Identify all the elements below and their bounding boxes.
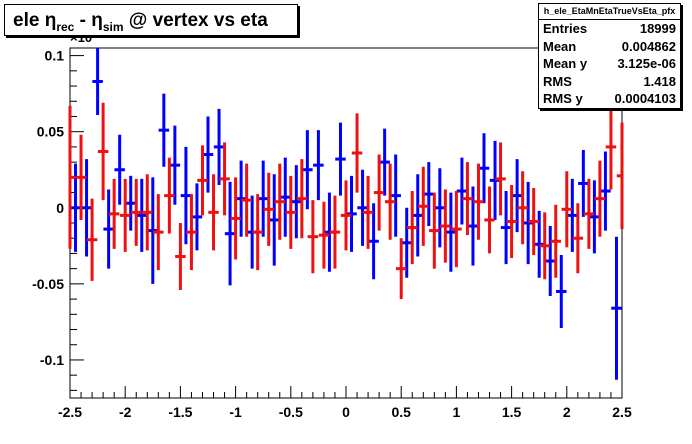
x-tick-label: 1.5 (502, 404, 522, 420)
y-tick-label: 0 (56, 200, 64, 216)
stats-row-mean: Mean 0.004862 (539, 38, 680, 56)
title-eta-symbol-2: η (91, 10, 103, 31)
stats-label: RMS y (543, 91, 583, 106)
data-markers (68, 48, 624, 380)
stats-value: 0.0004103 (614, 91, 676, 106)
title-rest: @ vertex vs eta (123, 10, 268, 31)
stats-label: Mean y (543, 56, 588, 71)
x-tick-label: -1.5 (168, 404, 192, 420)
y-tick-label: -0.1 (40, 352, 64, 368)
x-tick-label: 0 (342, 404, 350, 420)
stats-row-mean-y: Mean y 3.125e-06 (539, 55, 680, 73)
stats-row-rms: RMS 1.418 (539, 73, 680, 91)
x-tick-label: -0.5 (279, 404, 303, 420)
stats-value: 3.125e-06 (617, 56, 676, 71)
stats-histogram-name: h_ele_EtaMnEtaTrueVsEta_pfx (539, 4, 680, 20)
y-tick-label: 0.1 (45, 48, 65, 64)
title-minus: - (74, 10, 92, 31)
stats-value: 18999 (639, 21, 676, 36)
stats-value: 0.004862 (621, 38, 676, 54)
x-tick-label: 2.5 (612, 404, 632, 420)
title-rec-subscript: rec (56, 20, 75, 34)
stats-value: 1.418 (643, 73, 676, 89)
title-eta-symbol: η (44, 10, 57, 31)
title-sim-subscript: sim (102, 20, 124, 34)
tick-labels: -2.5 -2 -1.5 -1 -0.5 0 0.5 1 1.5 2 2.5 0.1 0.05 0 -0.0… (32, 48, 632, 420)
x-tick-label: 2 (563, 404, 571, 420)
stats-label: Mean (543, 38, 577, 54)
axis-ticks (69, 55, 623, 398)
x-tick-label: 1 (453, 404, 461, 420)
stats-row-entries: Entries 18999 (539, 20, 680, 38)
y-tick-label: -0.05 (32, 276, 64, 292)
x-tick-label: -2.5 (58, 404, 82, 420)
x-tick-label: 0.5 (391, 404, 411, 420)
statistics-box: h_ele_EtaMnEtaTrueVsEta_pfx Entries 1899… (538, 3, 681, 109)
x-tick-label: -2 (119, 404, 132, 420)
y-tick-label: 0.05 (37, 124, 64, 140)
stats-row-rms-y: RMS y 0.0004103 (539, 90, 680, 108)
stats-label: Entries (543, 21, 588, 36)
stats-label: RMS (543, 73, 572, 89)
x-tick-label: -1 (229, 404, 242, 420)
plot-title: ele ηrec - ηsim @ vertex vs eta (4, 4, 298, 36)
title-text-ele: ele (13, 10, 45, 31)
